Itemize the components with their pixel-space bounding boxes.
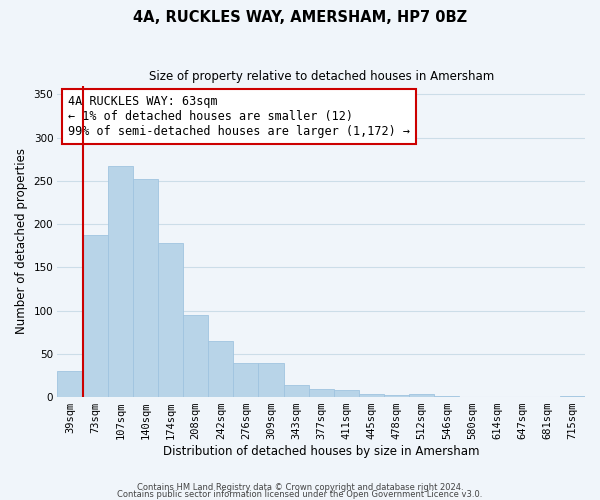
Bar — [384, 394, 409, 398]
Bar — [183, 315, 208, 398]
Text: Contains HM Land Registry data © Crown copyright and database right 2024.: Contains HM Land Registry data © Crown c… — [137, 484, 463, 492]
Title: Size of property relative to detached houses in Amersham: Size of property relative to detached ho… — [149, 70, 494, 83]
Bar — [108, 166, 133, 398]
Bar — [359, 394, 384, 398]
Y-axis label: Number of detached properties: Number of detached properties — [15, 148, 28, 334]
Bar — [434, 396, 460, 398]
Bar — [259, 362, 284, 398]
Bar — [133, 179, 158, 398]
Text: 4A, RUCKLES WAY, AMERSHAM, HP7 0BZ: 4A, RUCKLES WAY, AMERSHAM, HP7 0BZ — [133, 10, 467, 25]
Bar — [83, 236, 108, 398]
Bar — [58, 372, 83, 398]
X-axis label: Distribution of detached houses by size in Amersham: Distribution of detached houses by size … — [163, 444, 479, 458]
Text: Contains public sector information licensed under the Open Government Licence v3: Contains public sector information licen… — [118, 490, 482, 499]
Bar — [334, 390, 359, 398]
Bar — [308, 388, 334, 398]
Bar — [158, 243, 183, 398]
Text: 4A RUCKLES WAY: 63sqm
← 1% of detached houses are smaller (12)
99% of semi-detac: 4A RUCKLES WAY: 63sqm ← 1% of detached h… — [68, 95, 410, 138]
Bar — [560, 396, 585, 398]
Bar — [409, 394, 434, 398]
Bar — [284, 385, 308, 398]
Bar — [208, 341, 233, 398]
Bar — [233, 362, 259, 398]
